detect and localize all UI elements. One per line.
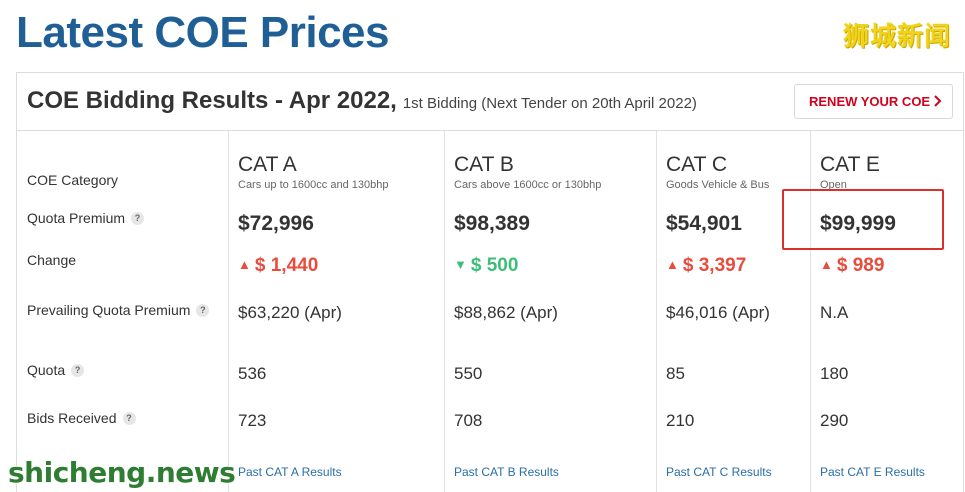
cat-e-change: ▲ $ 989 xyxy=(820,255,884,277)
label-change: Change xyxy=(27,252,76,268)
cat-c-bids: 210 xyxy=(666,411,695,430)
cat-e-name: CAT E xyxy=(820,153,880,176)
cat-a-quota: 536 xyxy=(238,364,267,383)
cat-a-change: ▲ $ 1,440 xyxy=(238,255,318,277)
cat-a-prevailing-premium: $63,220 (Apr) xyxy=(238,303,342,322)
cat-c-name: CAT C xyxy=(666,153,728,176)
label-text: COE Category xyxy=(27,172,119,188)
cat-e-bids: 290 xyxy=(820,411,849,430)
cat-e-change-value: $ 989 xyxy=(836,255,885,276)
help-icon[interactable]: ? xyxy=(122,411,136,425)
page-title: Latest COE Prices xyxy=(16,8,390,57)
cat-e-prevailing-premium: N.A xyxy=(820,303,849,322)
cat-c-description: Goods Vehicle & Bus xyxy=(666,179,770,191)
help-icon[interactable]: ? xyxy=(71,363,85,377)
cat-b-quota: 550 xyxy=(454,364,483,383)
chevron-right-icon xyxy=(933,94,942,112)
label-text: Quota Premium xyxy=(27,210,126,226)
help-icon[interactable]: ? xyxy=(131,211,145,225)
cat-c-prevailing-premium: $46,016 (Apr) xyxy=(666,303,770,322)
past-cat-e-results-link[interactable]: Past CAT E Results xyxy=(820,465,925,479)
label-bids-received: Bids Received? xyxy=(27,410,136,426)
label-prevailing-quota-premium: Prevailing Quota Premium? xyxy=(27,302,210,318)
results-title-text: COE Bidding Results - Apr 2022, xyxy=(27,87,397,114)
cat-a-description: Cars up to 1600cc and 130bhp xyxy=(238,179,389,191)
help-icon[interactable]: ? xyxy=(196,303,210,317)
past-cat-c-results-link[interactable]: Past CAT C Results xyxy=(666,465,772,479)
label-text: Prevailing Quota Premium xyxy=(27,302,191,318)
cat-b-change: ▼ $ 500 xyxy=(454,255,518,277)
coe-results-card: COE Bidding Results - Apr 2022, 1st Biddi… xyxy=(16,72,964,492)
past-cat-b-results-link[interactable]: Past CAT B Results xyxy=(454,465,559,479)
cat-e-description: Open xyxy=(820,179,847,191)
label-text: Quota xyxy=(27,362,66,378)
cat-e-quota: 180 xyxy=(820,364,849,383)
label-text: Bids Received xyxy=(27,410,117,426)
label-quota-premium: Quota Premium? xyxy=(27,210,145,226)
cat-b-quota-premium: $98,389 xyxy=(454,212,530,235)
results-subtitle: 1st Bidding (Next Tender on 20th April 2… xyxy=(402,95,697,112)
arrow-down-icon: ▼ xyxy=(454,257,467,272)
results-title: COE Bidding Results - Apr 2022, 1st Biddi… xyxy=(27,87,697,115)
cat-e-quota-premium: $99,999 xyxy=(820,212,896,235)
cat-c-quota-premium: $54,901 xyxy=(666,212,742,235)
cat-c-change-value: $ 3,397 xyxy=(682,255,747,276)
cat-a-name: CAT A xyxy=(238,153,297,176)
cat-c-quota: 85 xyxy=(666,364,685,383)
label-coe-category: COE Category xyxy=(27,172,118,188)
cat-a-change-value: $ 1,440 xyxy=(254,255,319,276)
watermark-logo-top: 狮城新闻 xyxy=(843,22,952,52)
watermark-site-bottom: shicheng.news xyxy=(8,456,236,489)
column-divider xyxy=(444,131,445,492)
cat-b-name: CAT B xyxy=(454,153,514,176)
arrow-up-icon: ▲ xyxy=(666,257,679,272)
arrow-up-icon: ▲ xyxy=(238,257,251,272)
cat-c-change: ▲ $ 3,397 xyxy=(666,255,746,277)
renew-coe-label: RENEW YOUR COE xyxy=(809,94,931,109)
cat-b-prevailing-premium: $88,862 (Apr) xyxy=(454,303,558,322)
cat-b-description: Cars above 1600cc or 130bhp xyxy=(454,179,602,191)
column-divider xyxy=(810,131,811,492)
cat-a-quota-premium: $72,996 xyxy=(238,212,314,235)
column-divider xyxy=(656,131,657,492)
card-header: COE Bidding Results - Apr 2022, 1st Biddi… xyxy=(17,73,963,131)
column-divider xyxy=(228,131,229,492)
cat-b-change-value: $ 500 xyxy=(470,255,519,276)
cat-b-bids: 708 xyxy=(454,411,483,430)
past-cat-a-results-link[interactable]: Past CAT A Results xyxy=(238,465,342,479)
cat-a-bids: 723 xyxy=(238,411,267,430)
renew-coe-button[interactable]: RENEW YOUR COE xyxy=(794,84,953,119)
highlight-annotation-box xyxy=(782,189,944,250)
label-quota: Quota? xyxy=(27,362,85,378)
arrow-up-icon: ▲ xyxy=(820,257,833,272)
label-text: Change xyxy=(27,252,77,268)
